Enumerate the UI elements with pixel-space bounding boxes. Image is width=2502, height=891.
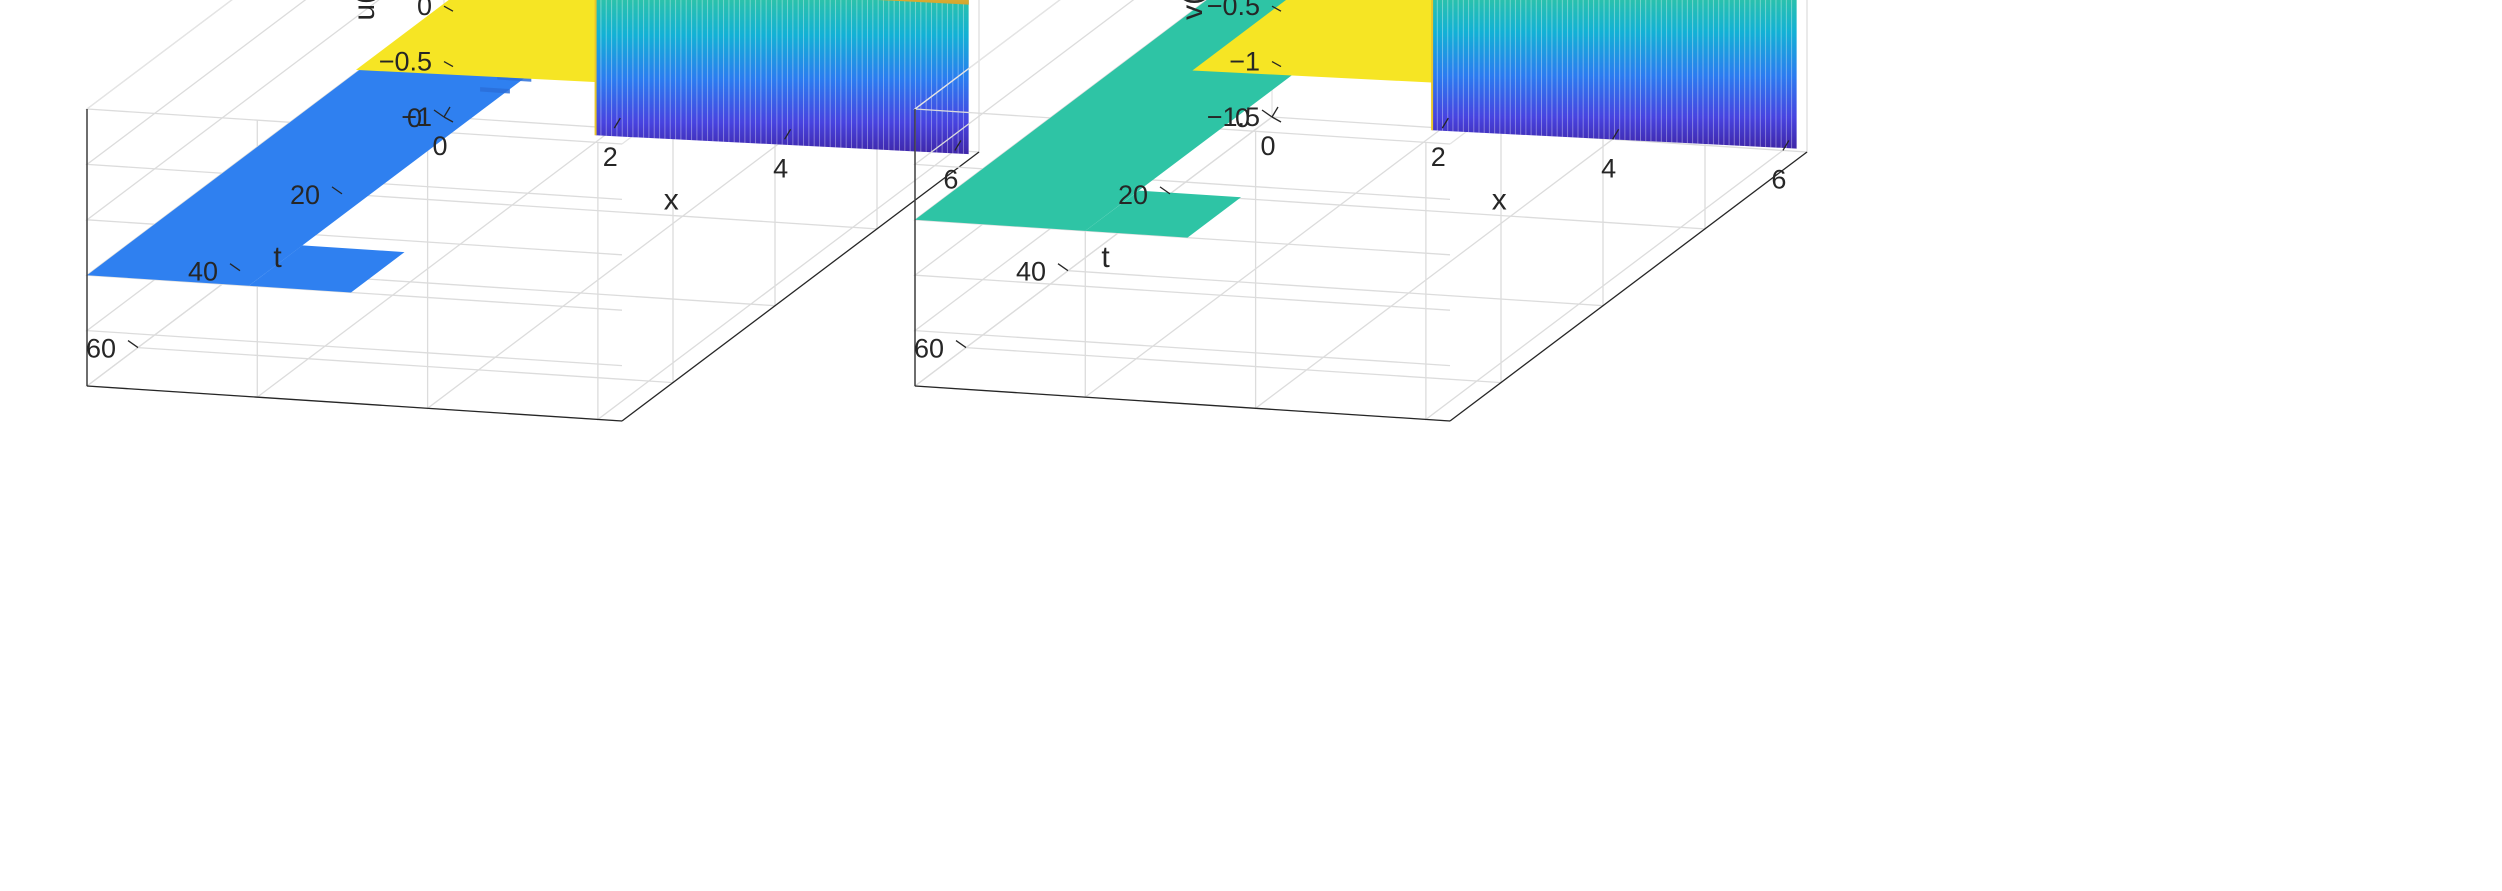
t-tick-label: 60 (86, 334, 116, 364)
t-tick (229, 263, 241, 272)
t-tick (1159, 186, 1171, 195)
z-tick (1271, 116, 1282, 123)
gridline-x (1254, 131, 1613, 410)
x-axis-label: x (664, 183, 679, 216)
t-tick-label: 40 (1016, 257, 1046, 287)
x-tick-label: 0 (432, 131, 447, 161)
x-axis-line (621, 151, 980, 422)
t-tick-label: 20 (1118, 180, 1148, 210)
surface-plot-u: −1−0.500.511.502040600246u(x,t)tx×10−4 (85, 0, 980, 422)
z-axis-label: v(x,t) (1176, 0, 1209, 20)
wall-front (1432, 0, 1797, 149)
z-tick-label: −1 (401, 102, 432, 132)
t-tick-label: 40 (188, 257, 218, 287)
t-tick-label: 0 (407, 103, 422, 133)
z-tick-label: 0 (417, 0, 432, 21)
axes-lines (914, 5, 1808, 422)
box-edge (86, 0, 233, 110)
x-tick (443, 106, 451, 118)
z-tick (443, 61, 454, 68)
t-tick-label: 20 (290, 180, 320, 210)
z-tick-label: −0.5 (379, 47, 432, 77)
wall-mesh (595, 0, 970, 155)
box-edge (914, 0, 1061, 110)
x-tick-label: 2 (603, 142, 618, 172)
z-tick (1271, 5, 1282, 12)
t-tick (1057, 263, 1069, 272)
surface (87, 0, 970, 293)
gridline-x (426, 131, 785, 410)
z-tick (1271, 61, 1282, 68)
x-tick (954, 140, 962, 151)
ridge-band (877, 0, 969, 5)
t-axis-label: t (1101, 241, 1110, 274)
x-axis-line (1449, 151, 1808, 422)
t-tick (127, 340, 139, 349)
x-axis-label: x (1492, 183, 1507, 216)
x-tick-label: 6 (1771, 164, 1786, 194)
flat-surface-back (1085, 190, 1241, 238)
x-tick (784, 128, 792, 140)
t-axis-line (86, 385, 623, 422)
x-tick-label: 2 (1431, 142, 1446, 172)
ripple-step (480, 87, 510, 94)
t-axis-line (914, 385, 1451, 422)
x-tick-label: 4 (1601, 153, 1616, 183)
gridline-x (1425, 142, 1784, 421)
axes-lines (86, 5, 980, 422)
t-tick-label: 60 (914, 334, 944, 364)
z-tick-label: −1 (1229, 47, 1260, 77)
flat-surface-back (248, 245, 405, 293)
x-tick-label: 6 (943, 164, 958, 194)
t-tick (331, 186, 343, 195)
wall-mesh (1431, 0, 1798, 149)
x-tick-label: 0 (1260, 131, 1275, 161)
z-tick (443, 5, 454, 12)
surface (915, 0, 1798, 238)
z-tick-label: −0.5 (1207, 0, 1260, 21)
gridline-x (597, 142, 956, 421)
t-tick (1261, 109, 1273, 118)
surface-plot-v: −1.5−1−0.500.5102040600246v(x,t)tx×10−4 (913, 0, 1808, 422)
t-tick-label: 0 (1235, 103, 1250, 133)
x-tick (1271, 106, 1279, 118)
flat-surface (87, 6, 606, 286)
x-tick (1441, 117, 1449, 129)
x-tick-label: 4 (773, 153, 788, 183)
z-axis-label: u(x,t) (348, 0, 381, 21)
x-tick (1612, 128, 1620, 140)
z-tick (443, 116, 454, 123)
t-tick (955, 340, 967, 349)
z-tick-label: −1.5 (1207, 102, 1260, 132)
t-axis-label: t (273, 241, 282, 274)
x-tick (613, 117, 621, 129)
wall-front (595, 0, 969, 155)
t-tick (433, 109, 445, 118)
x-tick (1782, 140, 1790, 151)
